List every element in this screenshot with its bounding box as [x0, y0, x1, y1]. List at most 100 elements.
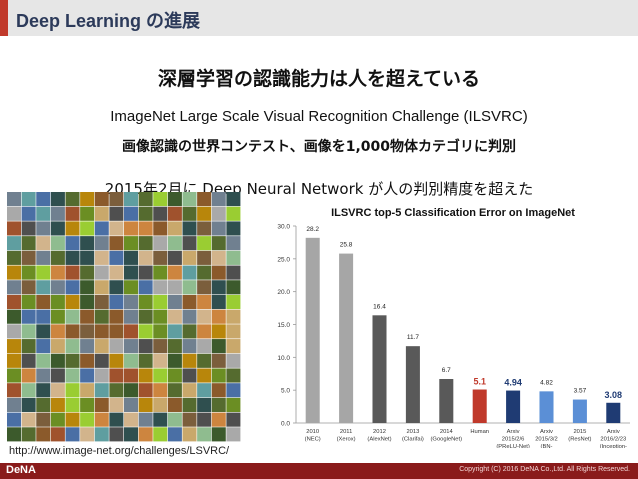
- bar-value-label: 11.7: [407, 334, 420, 341]
- mosaic-thumbnail: [197, 339, 212, 354]
- mosaic-thumbnail: [211, 368, 226, 383]
- mosaic-thumbnail: [21, 412, 36, 427]
- x-tick-label: (Inception-: [600, 444, 627, 448]
- mosaic-thumbnail: [211, 206, 226, 221]
- mosaic-thumbnail: [211, 383, 226, 398]
- mosaic-svg: [7, 192, 241, 442]
- mosaic-thumbnail: [80, 192, 95, 207]
- mosaic-thumbnail: [153, 221, 168, 236]
- mosaic-thumbnail: [50, 206, 65, 221]
- mosaic-thumbnail: [109, 221, 124, 236]
- footer-bar: DeNA Copyright (C) 2016 DeNA Co.,Ltd. Al…: [0, 463, 638, 479]
- chart-bar: [472, 389, 487, 423]
- mosaic-thumbnail: [50, 383, 65, 398]
- x-tick-label: 2010: [306, 429, 319, 435]
- mosaic-thumbnail: [211, 265, 226, 280]
- mosaic-thumbnail: [138, 309, 153, 324]
- mosaic-thumbnail: [153, 309, 168, 324]
- mosaic-thumbnail: [211, 250, 226, 265]
- mosaic-thumbnail: [109, 397, 124, 412]
- mosaic-thumbnail: [65, 206, 80, 221]
- mosaic-thumbnail: [50, 353, 65, 368]
- mosaic-thumbnail: [21, 309, 36, 324]
- mosaic-thumbnail: [182, 280, 197, 295]
- mosaic-thumbnail: [182, 368, 197, 383]
- mosaic-thumbnail: [182, 427, 197, 442]
- mosaic-thumbnail: [182, 206, 197, 221]
- mosaic-thumbnail: [138, 192, 153, 207]
- y-tick-label: 15.0: [277, 322, 290, 329]
- y-tick-label: 25.0: [277, 256, 290, 263]
- mosaic-thumbnail: [50, 368, 65, 383]
- x-tick-label: (Xerox): [337, 437, 356, 443]
- mosaic-thumbnail: [226, 324, 241, 339]
- mosaic-thumbnail: [124, 309, 139, 324]
- mosaic-thumbnail: [211, 294, 226, 310]
- mosaic-thumbnail: [80, 294, 95, 310]
- mosaic-thumbnail: [109, 250, 124, 265]
- mosaic-thumbnail: [153, 353, 168, 368]
- mosaic-thumbnail: [21, 353, 36, 368]
- mosaic-thumbnail: [211, 221, 226, 236]
- mosaic-thumbnail: [7, 427, 22, 442]
- mosaic-thumbnail: [80, 412, 95, 427]
- chart-bar: [439, 379, 454, 423]
- y-tick-label: 5.0: [281, 388, 290, 395]
- mosaic-thumbnail: [138, 294, 153, 310]
- mosaic-thumbnail: [7, 324, 22, 339]
- mosaic-thumbnail: [36, 250, 51, 265]
- mosaic-thumbnail: [7, 236, 22, 251]
- mosaic-thumbnail: [7, 265, 22, 280]
- chart-bar: [405, 346, 420, 423]
- source-url[interactable]: http://www.image-net.org/challenges/LSVR…: [9, 445, 230, 457]
- mosaic-thumbnail: [124, 236, 139, 251]
- mosaic-thumbnail: [36, 206, 51, 221]
- mosaic-thumbnail: [167, 250, 182, 265]
- mosaic-thumbnail: [65, 339, 80, 354]
- mosaic-thumbnail: [21, 280, 36, 295]
- mosaic-thumbnail: [21, 221, 36, 236]
- mosaic-thumbnail: [21, 250, 36, 265]
- mosaic-thumbnail: [21, 383, 36, 398]
- mosaic-thumbnail: [36, 221, 51, 236]
- mosaic-thumbnail: [94, 412, 109, 427]
- x-tick-label: 2015: [573, 429, 586, 435]
- x-tick-label: 2013: [406, 429, 419, 435]
- mosaic-thumbnail: [50, 236, 65, 251]
- mosaic-thumbnail: [109, 383, 124, 398]
- mosaic-thumbnail: [182, 309, 197, 324]
- mosaic-thumbnail: [65, 236, 80, 251]
- chart-bar: [305, 237, 320, 423]
- mosaic-thumbnail: [65, 353, 80, 368]
- mosaic-thumbnail: [124, 192, 139, 207]
- mosaic-thumbnail: [80, 236, 95, 251]
- mosaic-thumbnail: [211, 309, 226, 324]
- mosaic-thumbnail: [197, 221, 212, 236]
- mosaic-thumbnail: [65, 250, 80, 265]
- mosaic-thumbnail: [167, 206, 182, 221]
- mosaic-thumbnail: [167, 309, 182, 324]
- mosaic-thumbnail: [124, 280, 139, 295]
- mosaic-thumbnail: [7, 339, 22, 354]
- mosaic-thumbnail: [65, 280, 80, 295]
- mosaic-thumbnail: [167, 221, 182, 236]
- x-tick-label: Arxiv: [607, 429, 620, 435]
- mosaic-thumbnail: [109, 265, 124, 280]
- mosaic-thumbnail: [80, 280, 95, 295]
- mosaic-thumbnail: [36, 192, 51, 207]
- mosaic-thumbnail: [211, 192, 226, 207]
- mosaic-thumbnail: [138, 412, 153, 427]
- mosaic-thumbnail: [7, 397, 22, 412]
- mosaic-thumbnail: [36, 412, 51, 427]
- mosaic-thumbnail: [109, 353, 124, 368]
- title-bar: Deep Learning の進展: [0, 0, 638, 36]
- imagenet-mosaic-image: [7, 192, 241, 442]
- mosaic-thumbnail: [36, 368, 51, 383]
- mosaic-thumbnail: [94, 427, 109, 442]
- mosaic-thumbnail: [21, 236, 36, 251]
- mosaic-thumbnail: [7, 309, 22, 324]
- chart-bar: [372, 315, 387, 423]
- mosaic-thumbnail: [7, 250, 22, 265]
- mosaic-thumbnail: [7, 221, 22, 236]
- bar-value-label: 6.7: [442, 367, 451, 374]
